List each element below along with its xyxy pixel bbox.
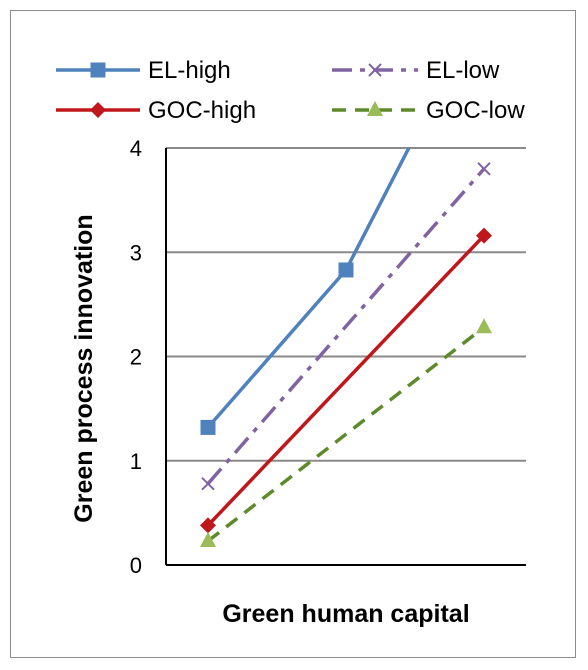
data-point-goc-low-1 xyxy=(476,318,492,334)
series-markers xyxy=(200,162,492,548)
series-line-goc-high xyxy=(206,234,486,527)
legend-label: GOC-high xyxy=(148,97,256,124)
gridlines xyxy=(165,147,526,566)
y-tick-label: 4 xyxy=(130,136,142,161)
data-point-goc-high-1 xyxy=(476,227,492,244)
legend-item-goc-high: GOC-high xyxy=(56,97,256,124)
y-tick-label: 1 xyxy=(130,449,142,474)
chart-frame xyxy=(10,10,576,658)
legend-item-el-low: EL-low xyxy=(332,57,500,84)
x-axis-title: Green human capital xyxy=(222,600,469,628)
data-point-goc-high-0 xyxy=(200,517,216,534)
legend-swatch-marker xyxy=(368,63,382,77)
y-axis-title: Green process innovation xyxy=(70,214,98,522)
legend-item-el-high: EL-high xyxy=(56,57,231,84)
legend-swatch-marker xyxy=(90,62,106,78)
data-point-el-high-1 xyxy=(338,262,354,278)
data-point-el-high-0 xyxy=(200,419,216,435)
y-tick-label: 3 xyxy=(130,240,142,265)
legend-swatch-marker xyxy=(90,102,106,118)
data-point-el-low-0 xyxy=(201,476,215,491)
y-tick-label: 2 xyxy=(130,345,142,370)
legend-item-goc-low: GOC-low xyxy=(332,97,525,124)
legend-label: GOC-low xyxy=(426,97,525,124)
series-line-el-low xyxy=(206,167,486,485)
data-point-el-low-1 xyxy=(477,162,491,176)
legend: EL-high EL-low GOC-high GOC-low xyxy=(56,57,525,124)
y-tick-labels: 0 1 2 3 4 xyxy=(130,136,142,578)
series-line-goc-low xyxy=(206,325,486,543)
data-point-goc-low-0 xyxy=(200,532,216,548)
y-tick-label: 0 xyxy=(130,553,142,578)
legend-label: EL-high xyxy=(148,57,231,84)
legend-label: EL-low xyxy=(426,57,500,84)
legend-swatch-marker xyxy=(367,101,383,116)
